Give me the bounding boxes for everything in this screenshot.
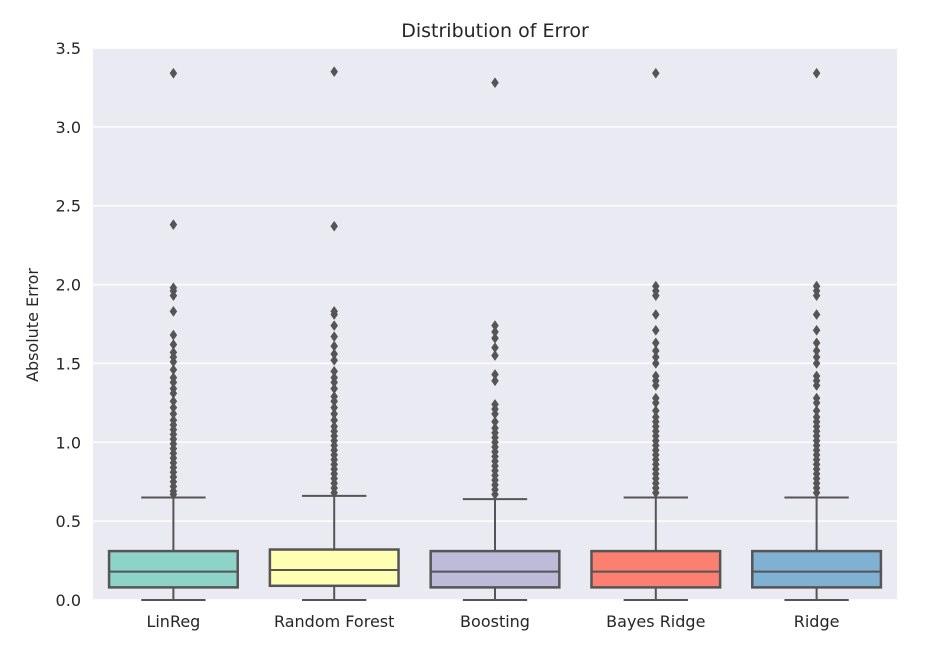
box-linreg: [107, 549, 239, 589]
outlier-point: [812, 487, 821, 499]
y-tick-label: 3.5: [56, 39, 81, 58]
outlier-point: [651, 290, 660, 302]
outlier-point: [812, 67, 821, 79]
outlier-point: [330, 66, 339, 78]
x-tick-label: LinReg: [146, 612, 200, 631]
y-tick-label: 0.5: [56, 512, 81, 531]
outlier-point: [491, 488, 499, 500]
x-tick-label: Ridge: [794, 612, 840, 631]
outlier-point: [812, 309, 821, 320]
outlier-point: [651, 487, 660, 499]
outlier-point: [812, 324, 821, 336]
outlier-point: [651, 67, 660, 79]
outlier-point: [812, 380, 821, 391]
outlier-point: [169, 219, 178, 231]
outlier-point: [651, 357, 660, 369]
outlier-point: [651, 309, 660, 320]
y-axis-title: Absolute Error: [23, 268, 42, 382]
y-tick-label: 3.0: [56, 118, 81, 137]
x-tick-label: Boosting: [460, 612, 530, 631]
outlier-point: [330, 354, 339, 366]
outlier-point: [491, 77, 499, 89]
outlier-point: [169, 305, 178, 317]
outlier-point: [812, 290, 821, 302]
outlier-point: [330, 487, 339, 499]
outlier-point: [491, 375, 499, 387]
plot-area: 0.0 0.5 1.0 1.5 2.0 2.5 3.0 3.5 LinReg Random For…: [56, 39, 897, 631]
outlier-point: [330, 320, 339, 332]
outlier-point: [651, 380, 660, 391]
chart-title: Distribution of Error: [401, 20, 589, 42]
outlier-point: [812, 357, 821, 369]
outlier-point: [330, 220, 339, 232]
outlier-point: [169, 67, 178, 79]
outlier-point: [169, 290, 178, 302]
x-tick-label: Bayes Ridge: [606, 612, 705, 631]
y-tick-label: 1.0: [56, 433, 81, 452]
y-tick-label: 2.5: [56, 197, 81, 216]
x-tick-label: Random Forest: [274, 612, 394, 631]
y-tick-label: 2.0: [56, 276, 81, 295]
y-tick-label: 1.5: [56, 354, 81, 373]
outlier-point: [330, 309, 339, 320]
box-random-forest: [268, 548, 400, 588]
y-tick-label: 0.0: [56, 591, 81, 610]
outlier-point: [651, 324, 660, 336]
outlier-point: [491, 350, 499, 361]
outlier-point: [169, 488, 178, 500]
box-boosting: [429, 549, 561, 589]
box-ridge: [751, 549, 883, 589]
box-bayes-ridge: [590, 549, 722, 589]
